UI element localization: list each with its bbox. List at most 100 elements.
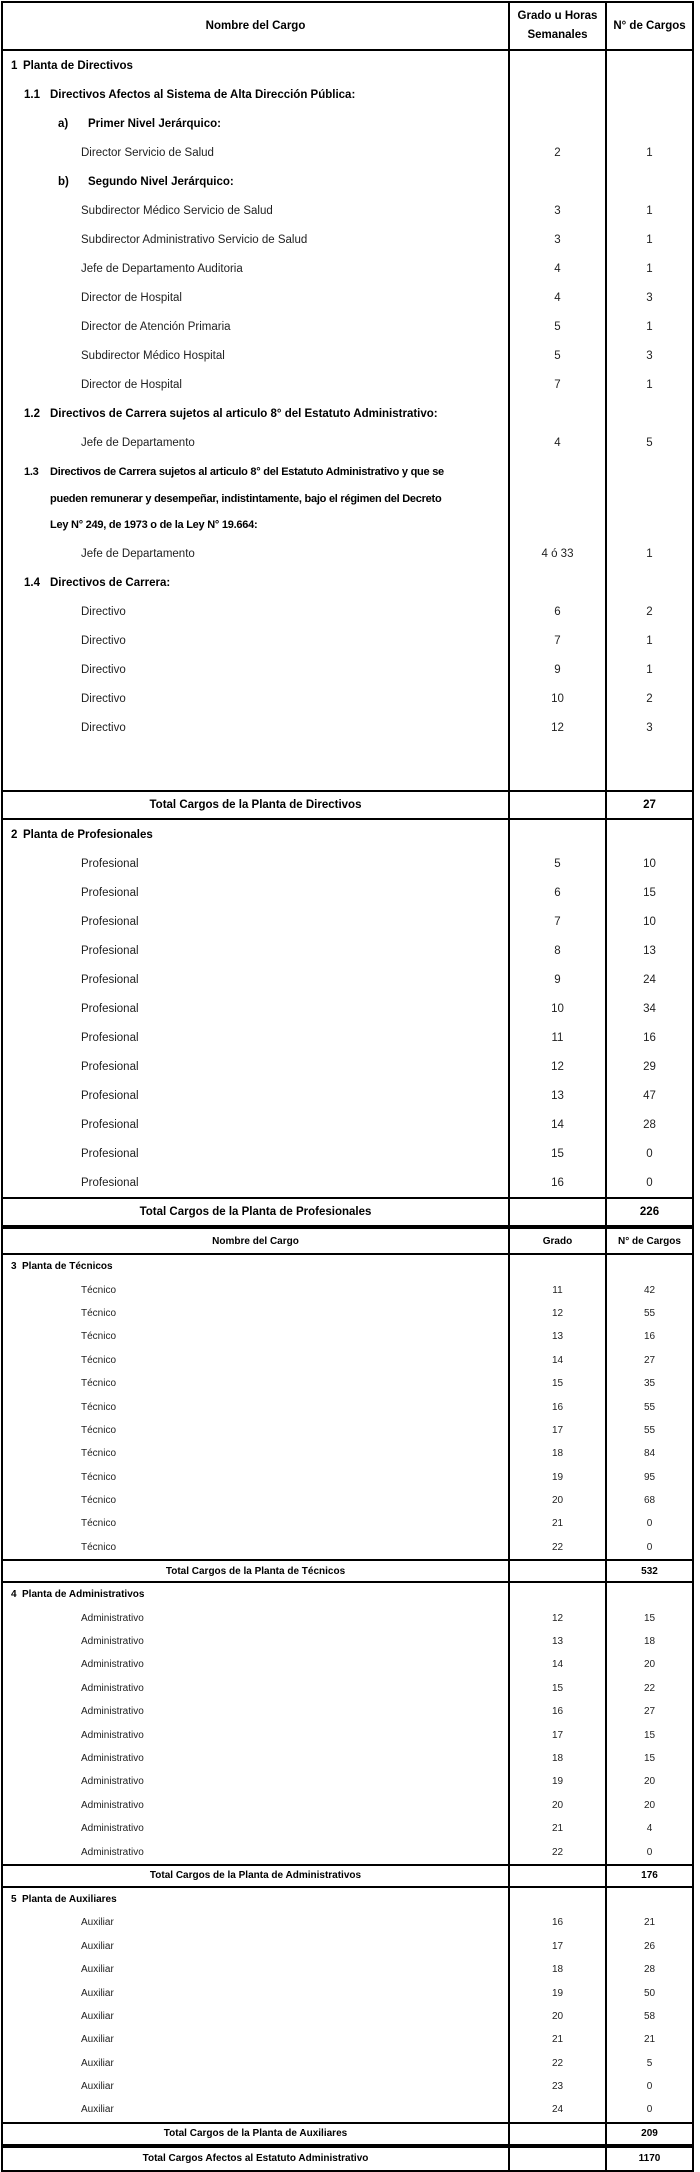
grade-cell	[508, 1199, 605, 1225]
name-cell: Profesional	[3, 907, 508, 936]
grade-cell	[508, 742, 605, 790]
subsection-header-row: 1.1 Directivos Afectos al Sistema de Alta…	[3, 80, 692, 109]
row-number: 1.1	[24, 88, 40, 101]
row-label: Profesional	[81, 1118, 139, 1131]
row-label: Directivos de Carrera sujetos al articul…	[50, 407, 438, 420]
name-cell: Profesional	[3, 965, 508, 994]
grade-cell: 7	[508, 626, 605, 655]
count-cell: 29	[605, 1052, 692, 1081]
name-cell: Administrativo	[3, 1770, 508, 1793]
name-cell: Directivo	[3, 597, 508, 626]
name-cell: Técnico	[3, 1419, 508, 1442]
name-cell: Administrativo	[3, 1700, 508, 1723]
count-cell: 15	[605, 1606, 692, 1630]
position-row: Directivo 10 2	[3, 684, 692, 713]
row-label: Directivo	[81, 605, 126, 618]
grade-cell	[508, 1887, 605, 1912]
row-label: Administrativo	[81, 1846, 144, 1858]
name-cell: Administrativo	[3, 1794, 508, 1817]
position-row: Administrativo 13 18	[3, 1629, 692, 1654]
position-row: Administrativo 14 20	[3, 1653, 692, 1677]
grade-cell: 15	[508, 1371, 605, 1396]
row-number: 1.3	[24, 466, 39, 478]
grade-cell: 16	[508, 1700, 605, 1724]
grand-total-row: Total Cargos Afectos al Estatuto Adminis…	[3, 2145, 692, 2170]
grade-cell: 16	[508, 1395, 605, 1419]
position-row: Técnico 16 55	[3, 1395, 692, 1419]
grade-cell	[508, 51, 605, 80]
header-nombre-del-cargo: Nombre del Cargo	[205, 20, 306, 32]
row-label: Técnico	[81, 1307, 117, 1319]
count-cell: 27	[605, 1700, 692, 1724]
grade-cell	[508, 568, 605, 597]
count-cell: 3	[605, 283, 692, 312]
name-cell: Jefe de Departamento	[3, 428, 508, 457]
grade-cell: 20	[508, 1488, 605, 1513]
name-cell: Administrativo	[3, 1630, 508, 1653]
row-label: Auxiliar	[81, 1964, 114, 1976]
position-row: Auxiliar 24 0	[3, 2098, 692, 2122]
count-cell: 3	[605, 341, 692, 370]
grade-cell: 12	[508, 1606, 605, 1630]
position-row: Profesional 14 28	[3, 1110, 692, 1139]
row-label: Auxiliar	[81, 2034, 114, 2046]
position-row: Profesional 9 24	[3, 965, 692, 994]
row-label: Técnico	[81, 1518, 117, 1530]
count-cell: 27	[605, 1348, 692, 1372]
count-cell: 4	[605, 1816, 692, 1841]
name-cell: Administrativo	[3, 1653, 508, 1676]
count-cell: 42	[605, 1278, 692, 1302]
position-row: Administrativo 19 20	[3, 1770, 692, 1794]
position-row: Técnico 21 0	[3, 1512, 692, 1536]
grade-cell: 20	[508, 1793, 605, 1817]
position-row: Auxiliar 16 21	[3, 1911, 692, 1935]
count-cell: 2	[605, 597, 692, 626]
grade-cell: 12	[508, 1052, 605, 1081]
count-cell	[605, 167, 692, 196]
row-label: Directivo	[81, 721, 126, 734]
position-row: Subdirector Médico Servicio de Salud 3 1	[3, 196, 692, 225]
position-row: Administrativo 12 15	[3, 1606, 692, 1630]
grade-cell	[508, 1561, 605, 1582]
grade-cell: 9	[508, 965, 605, 994]
row-label: Directivos de Carrera sujetos al articul…	[50, 466, 444, 478]
count-cell	[605, 742, 692, 790]
count-cell: 0	[605, 1512, 692, 1536]
name-cell: 2 Planta de Profesionales	[3, 820, 508, 849]
grade-cell: 15	[508, 1676, 605, 1701]
row-label: Profesional	[81, 857, 139, 870]
name-cell: Técnico	[3, 1302, 508, 1325]
name-cell: Administrativo	[3, 1747, 508, 1770]
grade-cell: 19	[508, 1465, 605, 1489]
count-cell: 532	[605, 1561, 692, 1582]
subsection-note-row: 1.3 Directivos de Carrera sujetos al arti…	[3, 457, 692, 539]
count-cell: 55	[605, 1395, 692, 1419]
position-row: Profesional 6 15	[3, 878, 692, 907]
count-cell: 95	[605, 1465, 692, 1489]
row-label: Técnico	[81, 1378, 117, 1390]
count-cell	[605, 568, 692, 597]
grade-cell	[508, 792, 605, 818]
grade-cell	[508, 457, 605, 539]
grade-cell: 16	[508, 1911, 605, 1935]
position-row: Profesional 16 0	[3, 1168, 692, 1197]
position-row: Director de Hospital 4 3	[3, 283, 692, 312]
grade-cell: Grado	[508, 1229, 605, 1253]
name-cell: Profesional	[3, 878, 508, 907]
subtotal-row: Total Cargos de la Planta de Administrat…	[3, 1863, 692, 1888]
name-cell: Nombre del Cargo	[212, 1235, 299, 1247]
position-row: Administrativo 20 20	[3, 1793, 692, 1817]
header-grado-u-horas-semanales: Grado u Horas Semanales	[508, 3, 605, 49]
row-label: Auxiliar	[81, 1987, 114, 1999]
count-cell: 58	[605, 2004, 692, 2029]
name-cell: Técnico	[3, 1512, 508, 1535]
grade-cell: 3	[508, 225, 605, 254]
row-label: Profesional	[81, 915, 139, 928]
subtotal-row: Total Cargos de la Planta de Profesional…	[3, 1197, 692, 1227]
row-label: Directivo	[81, 634, 126, 647]
name-cell: Administrativo	[3, 1817, 508, 1840]
position-row: Técnico 20 68	[3, 1488, 692, 1513]
row-label: Administrativo	[81, 1636, 144, 1648]
count-cell: 10	[605, 907, 692, 936]
position-row: Directivo 6 2	[3, 597, 692, 626]
